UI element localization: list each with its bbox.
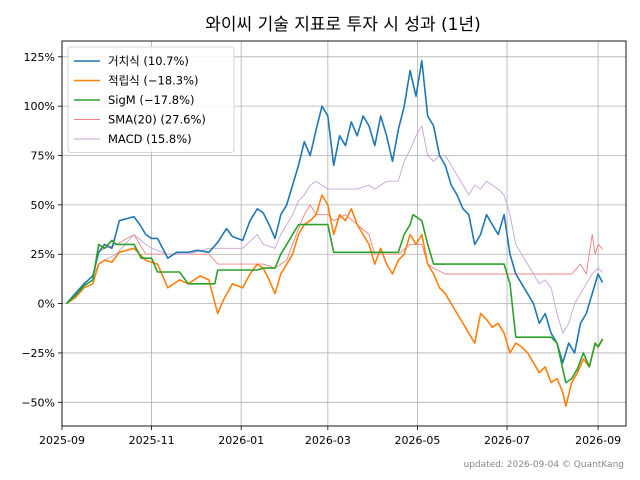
legend-label: 적립식 (−18.3%) (108, 74, 199, 88)
legend-box (67, 46, 235, 153)
plot-frame (61, 40, 627, 427)
y-axis: 125% 100% 75% 50% 25% 0% −25% −50% (21, 51, 62, 409)
x-tick-label: 2026-01 (218, 434, 264, 447)
legend: 거치식 (10.7%) 적립식 (−18.3%) SigM (−17.8%) SMA(… (67, 46, 235, 153)
x-tick-label: 2026-05 (394, 434, 440, 447)
legend-label: MACD (15.8%) (108, 132, 192, 146)
series-line-0 (65, 59, 604, 364)
x-tick-label: 2026-07 (484, 434, 530, 447)
series-line-1 (65, 194, 604, 408)
y-tick-label: 50% (31, 199, 55, 212)
y-tick-label: −25% (21, 347, 55, 360)
series-line-3 (66, 204, 603, 304)
legend-label: SMA(20) (27.6%) (108, 113, 206, 127)
chart-title: 와이씨 기술 지표로 투자 시 성과 (1년) (205, 15, 480, 35)
x-tick-label: 2026-03 (305, 434, 351, 447)
x-tick-label: 2026-09 (575, 434, 621, 447)
series-line-2 (65, 213, 604, 384)
x-tick-label: 2025-09 (39, 434, 85, 447)
y-tick-label: 125% (24, 51, 55, 64)
series-line-4 (66, 125, 603, 334)
legend-label: 거치식 (10.7%) (108, 54, 189, 68)
y-tick-label: 75% (31, 150, 55, 163)
y-tick-label: 100% (24, 100, 55, 113)
y-tick-label: 0% (38, 298, 55, 311)
legend-label: SigM (−17.8%) (108, 93, 195, 107)
x-axis: 2025-09 2025-11 2026-01 2026-03 2026-05 2026-… (39, 426, 621, 447)
x-tick-label: 2025-11 (129, 434, 175, 447)
y-tick-label: 25% (31, 248, 55, 261)
y-tick-label: −50% (21, 396, 55, 409)
series-layer (65, 59, 604, 408)
chart-footer: updated: 2026-09-04 © QuantKang (463, 460, 624, 470)
